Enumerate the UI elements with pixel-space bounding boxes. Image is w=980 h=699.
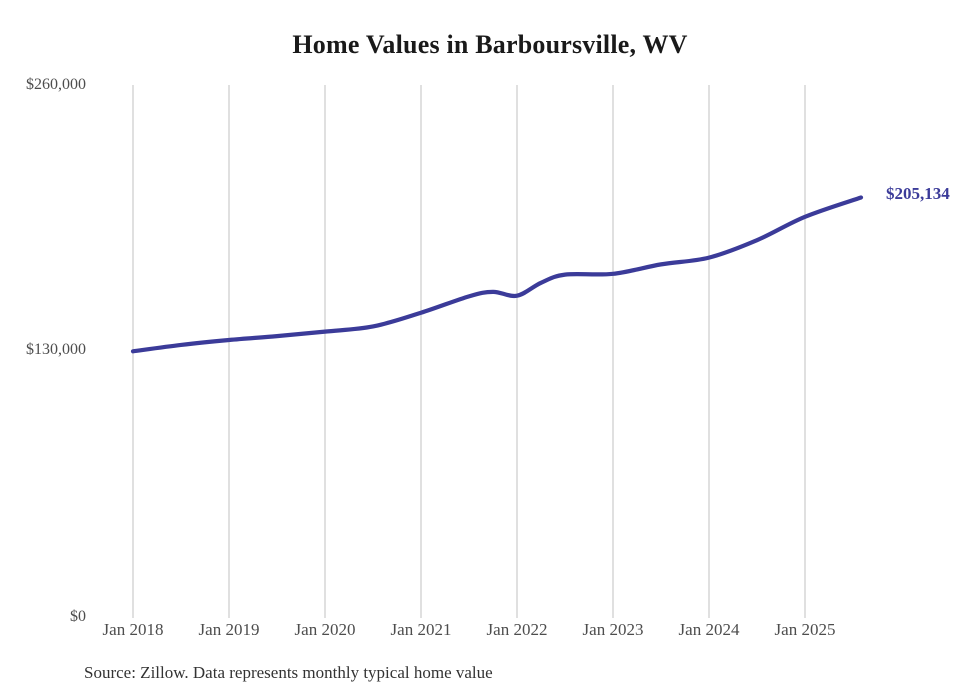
chart-title: Home Values in Barboursville, WV — [292, 30, 688, 59]
x-axis-tick-jan-2025: Jan 2025 — [774, 620, 836, 639]
y-axis-tick-130000: $130,000 — [26, 341, 86, 358]
y-axis-tick-260000: $260,000 — [26, 76, 86, 93]
x-axis-tick-jan-2020: Jan 2020 — [294, 620, 356, 639]
x-axis-tick-jan-2024: Jan 2024 — [678, 620, 740, 639]
y-axis-tick-0: $0 — [70, 608, 86, 625]
end-value-annotation: $205,134 — [886, 184, 950, 204]
x-axis-tick-jan-2018: Jan 2018 — [102, 620, 164, 639]
x-axis-tick-jan-2019: Jan 2019 — [198, 620, 260, 639]
data-line-typical-home-value — [130, 195, 864, 354]
gridlines — [132, 85, 806, 618]
x-axis-tick-jan-2021: Jan 2021 — [390, 620, 452, 639]
x-axis-tick-jan-2023: Jan 2023 — [582, 620, 644, 639]
x-axis-tick-jan-2022: Jan 2022 — [486, 620, 548, 639]
source-note: Source: Zillow. Data represents monthly … — [84, 663, 493, 682]
